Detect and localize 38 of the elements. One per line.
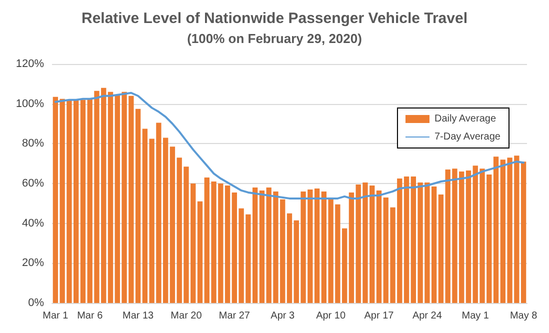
x-tick-label: Mar 27 xyxy=(218,310,250,322)
x-tick-label: Mar 6 xyxy=(77,310,104,322)
line-series xyxy=(54,92,525,200)
x-tick-label: Apr 3 xyxy=(270,310,296,322)
bar xyxy=(135,108,141,303)
chart-title: Relative Level of Nationwide Passenger Vehicle Travel xyxy=(81,10,468,27)
x-tick-label: Apr 17 xyxy=(364,310,394,322)
bar xyxy=(438,194,444,303)
x-tick-label: Mar 20 xyxy=(170,310,202,322)
x-tick-label: Apr 10 xyxy=(316,310,346,322)
bar xyxy=(404,176,410,303)
y-tick-label: 80% xyxy=(22,138,44,150)
x-tick-label: Mar 13 xyxy=(122,310,154,322)
x-tick-label: Apr 24 xyxy=(412,310,442,322)
bar xyxy=(314,188,320,303)
bar xyxy=(348,192,354,303)
bar xyxy=(170,146,176,303)
bar xyxy=(224,185,230,303)
bar xyxy=(80,100,86,303)
y-tick-label: 60% xyxy=(22,178,44,190)
legend-label: 7-Day Average xyxy=(434,132,501,142)
bar xyxy=(493,156,499,303)
y-tick-label: 0% xyxy=(28,297,44,309)
x-tick-label: May 8 xyxy=(510,310,538,322)
legend-label: Daily Average xyxy=(434,114,496,124)
bar xyxy=(286,213,292,303)
x-tick-label: May 1 xyxy=(462,310,490,322)
y-tick-label: 20% xyxy=(22,257,44,270)
y-tick-label: 40% xyxy=(22,217,44,230)
bar xyxy=(376,190,382,303)
bar xyxy=(197,201,203,303)
y-tick-label: 120% xyxy=(16,58,44,70)
x-tick-label: Mar 1 xyxy=(42,310,69,322)
chart-subtitle: (100% on February 29, 2020) xyxy=(187,31,362,46)
bar xyxy=(108,92,114,303)
bar xyxy=(259,190,265,303)
y-tick-label: 100% xyxy=(16,98,44,110)
bar xyxy=(466,170,472,303)
